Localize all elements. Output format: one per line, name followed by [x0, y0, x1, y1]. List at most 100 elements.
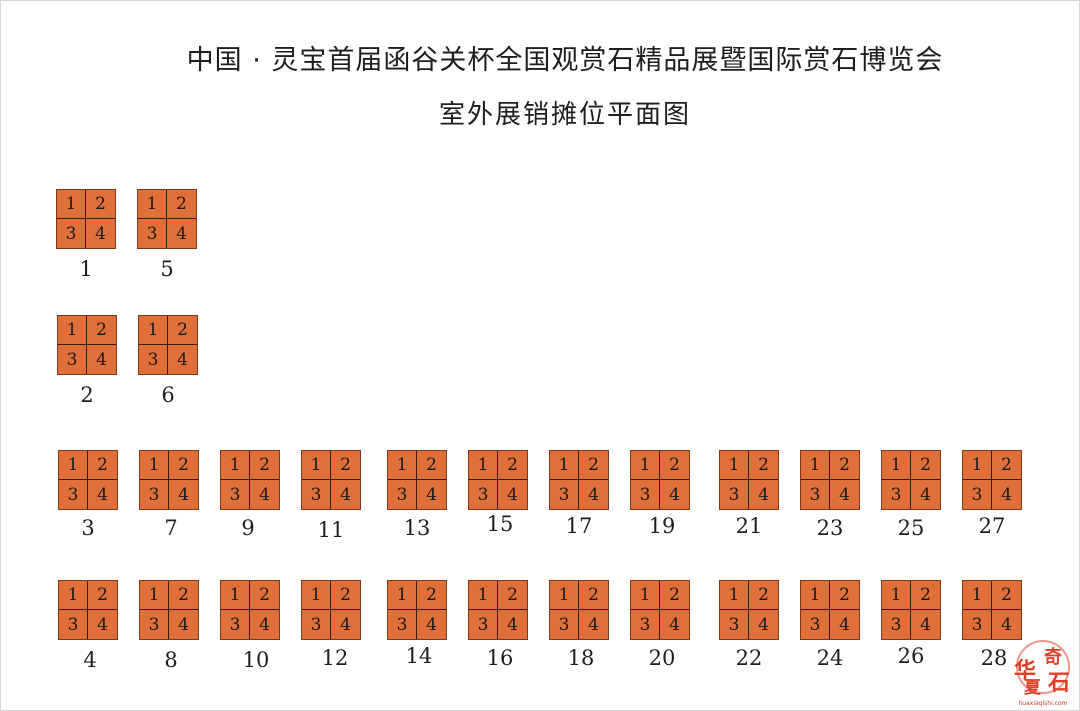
page-title: 中国 · 灵宝首届函谷关杯全国观赏石精品展暨国际赏石博览会	[186, 45, 944, 76]
booth-number-label: 2	[80, 383, 94, 407]
booth-number-label: 6	[161, 383, 175, 407]
booth-cell: 1	[550, 581, 579, 610]
booth-cell: 2	[331, 451, 360, 480]
booth-cell: 2	[579, 451, 608, 480]
booth-cell: 1	[388, 451, 417, 480]
booth-cell: 4	[259, 614, 270, 635]
booth-cell: 1	[221, 581, 250, 610]
booth-cell: 1	[302, 581, 331, 610]
booth-cell: 2	[830, 581, 859, 610]
booth-number-label: 10	[242, 648, 270, 672]
booth-cell: 2	[331, 581, 360, 610]
booth-cell: 4	[839, 614, 850, 635]
booth-cell: 3	[882, 610, 911, 639]
booth-cell: 2	[911, 581, 940, 610]
booth-cell: 3	[59, 610, 88, 639]
booth-cell: 1	[963, 451, 992, 480]
booth-cell: 1	[59, 451, 88, 480]
watermark-swirl-icon	[1016, 640, 1070, 694]
booth-cell: 4	[259, 484, 270, 505]
booth-cell: 3	[302, 480, 331, 509]
booth-cell: 2	[498, 451, 527, 480]
booth-cell: 4	[178, 484, 189, 505]
booth-number-label: 15	[486, 512, 514, 536]
booth-number-label: 27	[978, 514, 1006, 538]
booth-cell: 1	[720, 451, 749, 480]
booth-cell: 4	[839, 484, 850, 505]
booth-cell: 2	[749, 581, 778, 610]
booth-cell: 3	[720, 610, 749, 639]
booth-cell: 4	[97, 484, 108, 505]
booth-cell: 2	[417, 581, 446, 610]
booth-cell: 3	[59, 480, 88, 509]
booth-cell: 2	[88, 451, 117, 480]
booth-cell: 4	[669, 484, 680, 505]
booth-number-label: 25	[897, 516, 925, 540]
booth-cell: 1	[963, 581, 992, 610]
booth-cell: 2	[911, 451, 940, 480]
booth-cell: 1	[139, 316, 168, 345]
booth-cell: 4	[507, 614, 518, 635]
watermark-glyph-4: 石	[1048, 671, 1071, 696]
booth-cell: 2	[417, 451, 446, 480]
booth-cell: 4	[920, 484, 931, 505]
booth-cell: 3	[469, 480, 498, 509]
booth-cell: 1	[59, 581, 88, 610]
booth-cell: 2	[169, 581, 198, 610]
booth-cell: 1	[140, 581, 169, 610]
booth-number-label: 22	[735, 646, 763, 670]
booth-cell: 2	[579, 581, 608, 610]
booth-cell: 1	[302, 451, 331, 480]
booth-cell: 3	[221, 480, 250, 509]
booth-cell: 3	[138, 219, 167, 248]
booth-number-label: 24	[816, 646, 844, 670]
booth-cell: 1	[631, 451, 660, 480]
booth-cell: 4	[340, 614, 351, 635]
booth-number-label: 8	[164, 648, 178, 672]
booth-cell: 2	[830, 451, 859, 480]
booth-cell: 4	[669, 614, 680, 635]
booth-number-label: 12	[321, 646, 349, 670]
booth-cell: 3	[963, 480, 992, 509]
booth-cell: 4	[96, 349, 107, 370]
booth-cell: 4	[340, 484, 351, 505]
booth-cell: 2	[167, 190, 196, 219]
booth-cell: 2	[168, 316, 197, 345]
booth-number-label: 18	[567, 646, 595, 670]
booth-cell: 2	[88, 581, 117, 610]
booth-number-label: 16	[486, 646, 514, 670]
booth-number-label: 28	[980, 646, 1008, 670]
booth-cell: 4	[758, 614, 769, 635]
booth-number-label: 23	[816, 516, 844, 540]
booth-cell: 1	[221, 451, 250, 480]
booth-number-label: 4	[83, 648, 97, 672]
watermark-glyph-1: 华	[1014, 659, 1037, 684]
booth-cell: 3	[631, 610, 660, 639]
booth-cell: 3	[550, 610, 579, 639]
booth-cell: 3	[720, 480, 749, 509]
booth-cell: 4	[507, 484, 518, 505]
booth-cell: 1	[388, 581, 417, 610]
booth-cell: 3	[139, 345, 168, 374]
booth-cell: 1	[469, 451, 498, 480]
site-watermark-logo: 华 奇 夏 石 huaxiaqishi.com	[1012, 637, 1074, 707]
booth-cell: 3	[221, 610, 250, 639]
booth-cell: 2	[992, 451, 1021, 480]
booth-cell: 4	[97, 614, 108, 635]
booth-cell: 3	[882, 480, 911, 509]
